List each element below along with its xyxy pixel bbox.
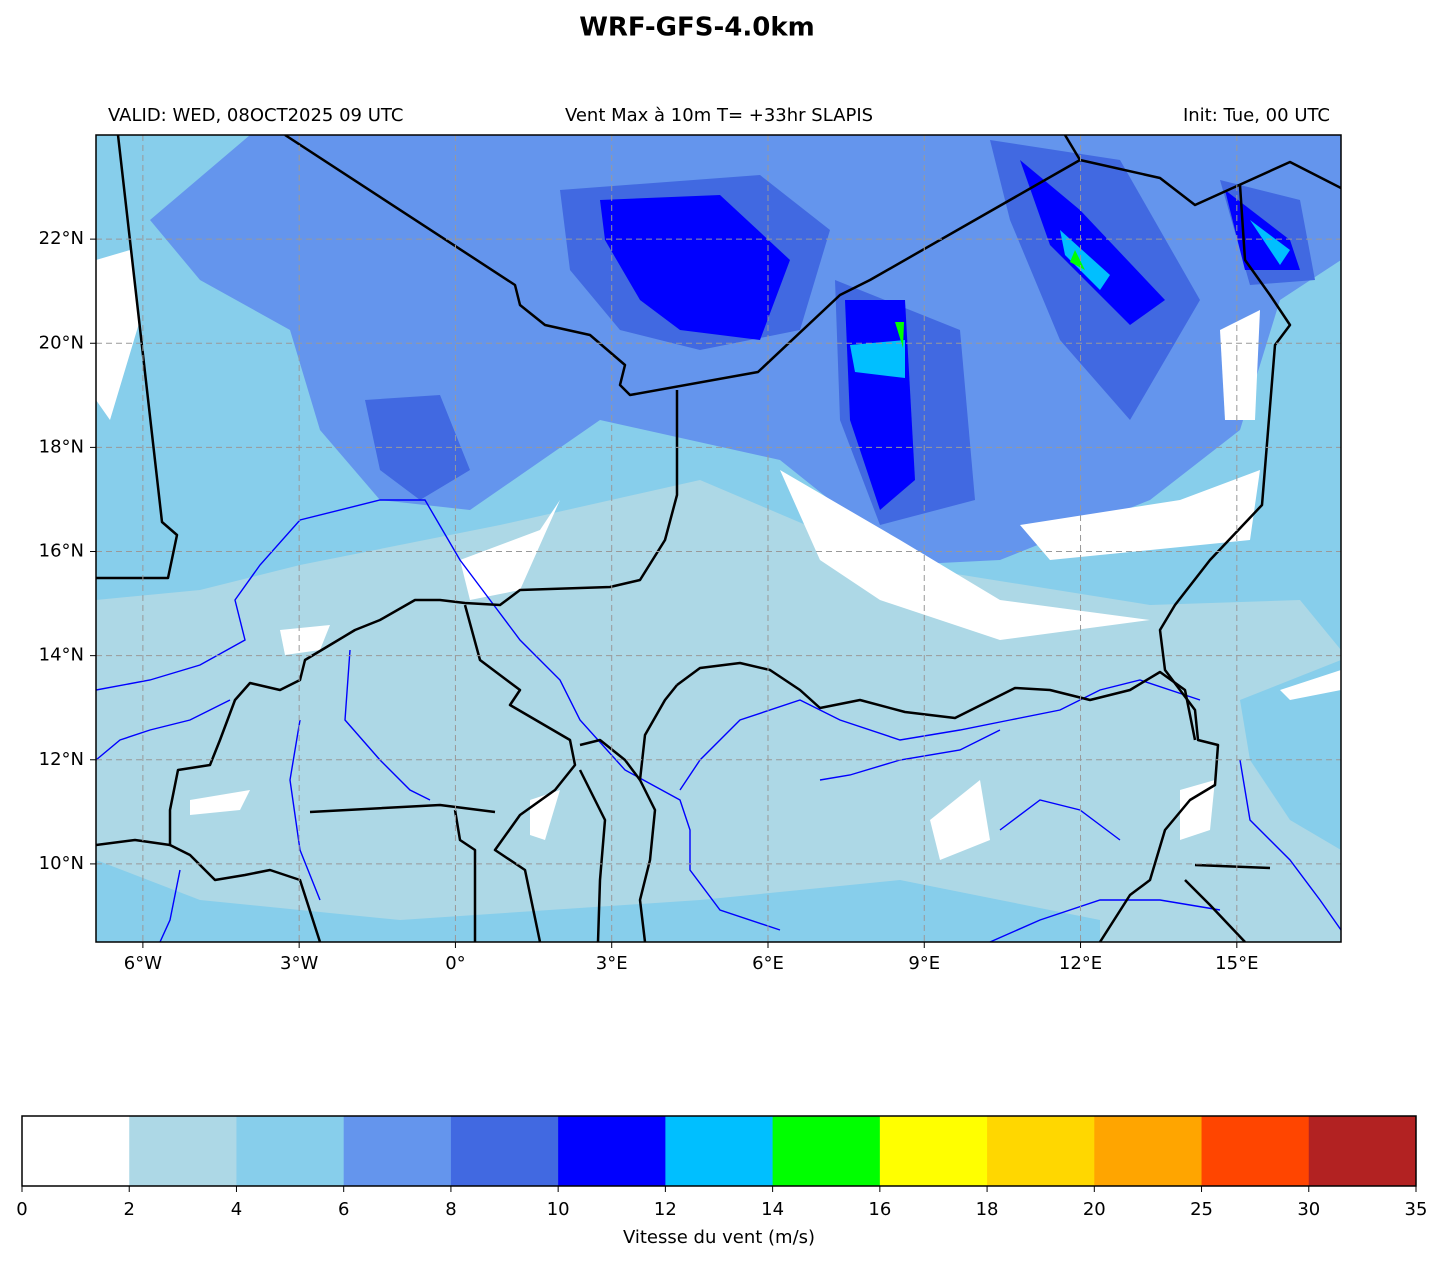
colorbar-tick-label: 30 — [1297, 1199, 1320, 1220]
y-tick-label: 12°N — [39, 749, 84, 770]
x-tick-label: 0° — [445, 953, 465, 974]
colorbar-segment — [236, 1116, 345, 1186]
y-tick-label: 14°N — [39, 645, 84, 666]
colorbar-label: Vitesse du vent (m/s) — [623, 1227, 815, 1248]
colorbar-segment — [1094, 1116, 1203, 1186]
colorbar-tick-label: 14 — [761, 1199, 784, 1220]
grid: 6°W 3°W 0° 3°E 6°E 9°E 12°E 15°E 10°N 12°N 14°N 16°… — [39, 135, 1341, 974]
colorbar-tick-label: 12 — [654, 1199, 677, 1220]
colorbar-segment — [772, 1116, 881, 1186]
colorbar-segment — [450, 1116, 559, 1186]
colorbar-tick-label: 25 — [1190, 1199, 1213, 1220]
x-tick-label: 9°E — [908, 953, 940, 974]
colorbar-segment — [1201, 1116, 1310, 1186]
x-tick-label: 3°E — [596, 953, 628, 974]
y-tick-label: 22°N — [39, 228, 84, 249]
colorbar-tick-label: 0 — [16, 1199, 27, 1220]
x-tick-label: 15°E — [1215, 953, 1258, 974]
init-time: Init: Tue, 00 UTC — [1183, 105, 1330, 126]
colorbar-segment — [343, 1116, 452, 1186]
title: WRF-GFS-4.0km — [579, 13, 815, 43]
colorbar-tick-label: 35 — [1405, 1199, 1428, 1220]
colorbar-segment — [987, 1116, 1095, 1186]
colorbar-tick-label: 4 — [231, 1199, 242, 1220]
colorbar-tick-label: 6 — [338, 1199, 349, 1220]
x-tick-label: 6°E — [752, 953, 784, 974]
y-tick-label: 18°N — [39, 436, 84, 457]
colorbar-tick-label: 2 — [124, 1199, 135, 1220]
colorbar-segment — [665, 1116, 774, 1186]
colorbar-tick-label: 18 — [976, 1199, 999, 1220]
x-tick-label: 12°E — [1059, 953, 1102, 974]
x-tick-label: 6°W — [124, 953, 162, 974]
subtitle: Vent Max à 10m T= +33hr SLAPIS — [565, 105, 873, 126]
y-tick-label: 16°N — [39, 541, 84, 562]
colorbar-tick-label: 8 — [445, 1199, 456, 1220]
colorbar-tick-label: 16 — [868, 1199, 891, 1220]
valid-time: VALID: WED, 08OCT2025 09 UTC — [108, 105, 403, 126]
colorbar-segment — [1308, 1116, 1417, 1186]
map-frame — [95, 134, 1342, 943]
colorbar-segment — [879, 1116, 988, 1186]
colorbar-tick-label: 20 — [1083, 1199, 1106, 1220]
colorbar-segment — [22, 1116, 130, 1186]
colorbar: 0 2 4 6 8 10 12 14 16 18 20 25 30 35 — [16, 1115, 1428, 1220]
colorbar-tick-label: 10 — [547, 1199, 570, 1220]
y-tick-label: 20°N — [39, 332, 84, 353]
colorbar-segment — [129, 1116, 237, 1186]
x-tick-label: 3°W — [280, 953, 318, 974]
map-field — [96, 135, 1341, 942]
colorbar-frame — [21, 1115, 1417, 1187]
colorbar-segment — [558, 1116, 666, 1186]
y-tick-label: 10°N — [39, 853, 84, 874]
